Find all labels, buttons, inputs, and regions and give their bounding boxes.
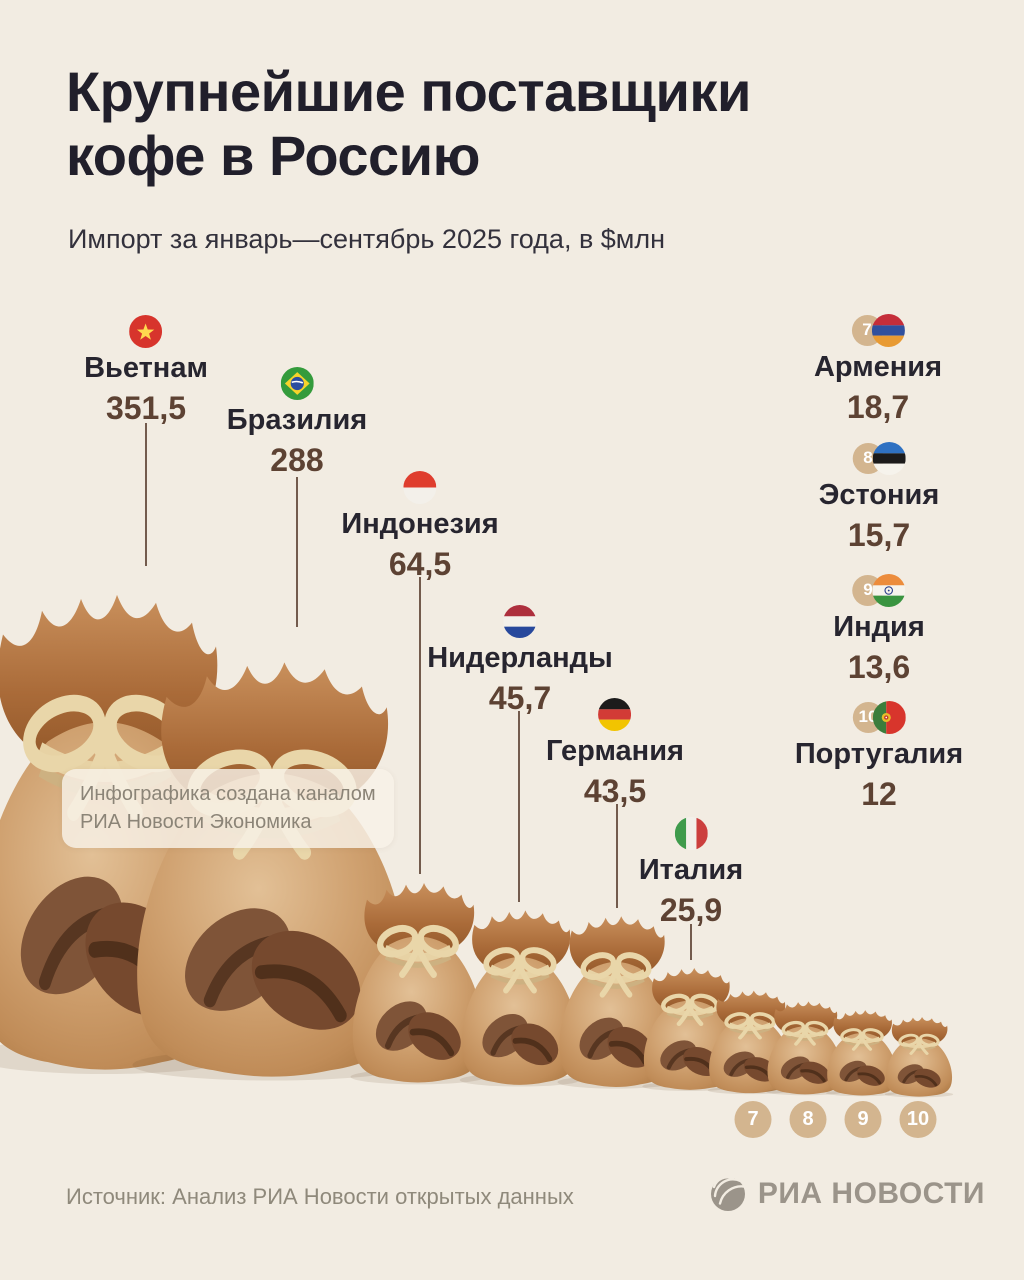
country-value: 64,5: [388, 546, 452, 582]
page-title: Крупнейшие поставщики кофе в Россию: [66, 60, 966, 188]
ria-globe-icon: [710, 1176, 746, 1211]
leader-line-indonesia: [419, 577, 421, 874]
label-group-portugal: 10 Португалия 12: [795, 700, 963, 813]
country-value: 15,7: [847, 517, 911, 553]
italy-flag-icon: [674, 816, 708, 850]
coffee-bag-10: [882, 1015, 956, 1098]
label-group-vietnam: Вьетнам 351,5: [84, 314, 208, 427]
label-group-india: 9 Индия 13,6: [833, 573, 925, 686]
country-name: Вьетнам: [84, 352, 208, 384]
armenia-flag-icon: [871, 313, 905, 347]
country-value: 45,7: [488, 680, 552, 716]
germany-flag-icon: [598, 697, 632, 731]
watermark-line-1: Инфографика создана каналом: [80, 783, 376, 805]
title-line-1: Крупнейшие поставщики: [66, 60, 751, 123]
watermark-line-2: РИА Новости Экономика: [80, 811, 312, 834]
indonesia-flag-icon: [403, 470, 437, 504]
country-value: 25,9: [659, 892, 723, 928]
country-name: Индонезия: [341, 508, 499, 540]
label-group-estonia: 8 Эстония 15,7: [818, 441, 940, 554]
country-name: Эстония: [818, 479, 940, 511]
country-value: 288: [270, 442, 324, 478]
country-value: 12: [861, 776, 897, 812]
label-group-germany: Германия 43,5: [546, 697, 684, 810]
leader-line-vietnam: [145, 423, 147, 566]
brazil-flag-icon: [280, 366, 314, 400]
leader-line-italy: [690, 924, 692, 960]
logo-text: РИА НОВОСТИ: [757, 1177, 985, 1210]
label-group-italy: Италия 25,9: [639, 816, 743, 929]
label-group-netherlands: Нидерланды 45,7: [427, 604, 613, 717]
watermark-box: Инфографика создана каналом РИА Новости …: [62, 769, 394, 848]
label-group-indonesia: Индонезия 64,5: [341, 470, 499, 583]
country-name: Индия: [833, 611, 925, 643]
country-value: 13,6: [847, 649, 911, 685]
leader-line-germany: [616, 804, 618, 908]
country-name: Нидерланды: [427, 642, 613, 674]
label-group-brazil: Бразилия 288: [227, 366, 367, 479]
country-name: Италия: [638, 854, 744, 886]
rank-badge-9: 9: [844, 1101, 882, 1138]
country-name: Армения: [813, 351, 943, 383]
leader-line-netherlands: [518, 711, 520, 902]
country-name: Бразилия: [226, 404, 368, 436]
title-line-2: кофе в Россию: [66, 123, 480, 187]
country-value: 351,5: [105, 390, 187, 426]
netherlands-flag-icon: [503, 604, 537, 638]
rank-badge-7: 7: [734, 1101, 772, 1138]
portugal-flag-icon: [872, 700, 906, 734]
page-subtitle: Импорт за январь—сентябрь 2025 года, в $…: [68, 224, 666, 254]
estonia-flag-icon: [872, 441, 906, 475]
country-value: 43,5: [583, 773, 647, 809]
country-name: Германия: [546, 735, 684, 767]
country-value: 18,7: [846, 389, 910, 425]
india-flag-icon: [872, 573, 906, 607]
label-group-armenia: 7 Армения 18,7: [814, 313, 942, 426]
source-note: Источник: Анализ РИА Новости открытых да…: [66, 1184, 574, 1209]
vietnam-flag-icon: [129, 314, 163, 348]
leader-line-brazil: [296, 477, 298, 627]
country-name: Португалия: [794, 738, 964, 770]
rank-badge-10: 10: [899, 1101, 937, 1138]
ria-novosti-logo: РИА НОВОСТИ: [708, 1174, 985, 1214]
rank-badge-8: 8: [789, 1101, 827, 1138]
